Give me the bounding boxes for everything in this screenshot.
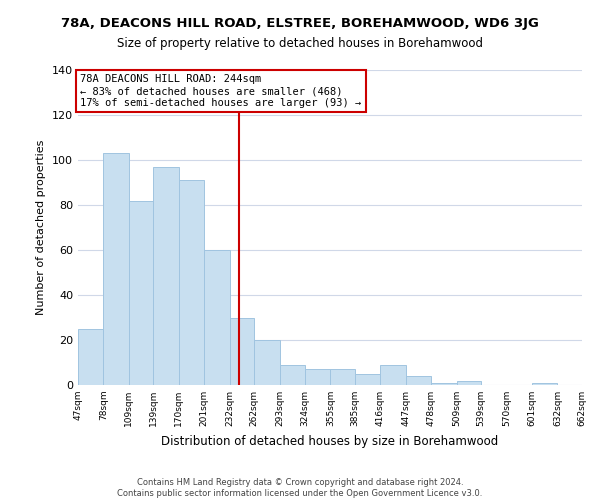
X-axis label: Distribution of detached houses by size in Borehamwood: Distribution of detached houses by size … xyxy=(161,434,499,448)
Bar xyxy=(78,329,103,385)
Text: Contains HM Land Registry data © Crown copyright and database right 2024.
Contai: Contains HM Land Registry data © Crown c… xyxy=(118,478,482,498)
Bar xyxy=(305,369,331,385)
Text: Size of property relative to detached houses in Borehamwood: Size of property relative to detached ho… xyxy=(117,38,483,51)
Bar xyxy=(230,318,254,385)
Bar xyxy=(457,380,481,385)
Bar xyxy=(355,374,380,385)
Text: 78A DEACONS HILL ROAD: 244sqm
← 83% of detached houses are smaller (468)
17% of : 78A DEACONS HILL ROAD: 244sqm ← 83% of d… xyxy=(80,74,362,108)
Bar xyxy=(179,180,204,385)
Bar xyxy=(406,376,431,385)
Bar xyxy=(129,200,154,385)
Bar xyxy=(204,250,230,385)
Bar xyxy=(280,365,305,385)
Bar xyxy=(254,340,280,385)
Y-axis label: Number of detached properties: Number of detached properties xyxy=(37,140,46,315)
Bar xyxy=(431,383,457,385)
Bar xyxy=(532,383,557,385)
Bar xyxy=(154,167,179,385)
Text: 78A, DEACONS HILL ROAD, ELSTREE, BOREHAMWOOD, WD6 3JG: 78A, DEACONS HILL ROAD, ELSTREE, BOREHAM… xyxy=(61,18,539,30)
Bar xyxy=(380,365,406,385)
Bar xyxy=(331,369,355,385)
Bar xyxy=(103,153,129,385)
